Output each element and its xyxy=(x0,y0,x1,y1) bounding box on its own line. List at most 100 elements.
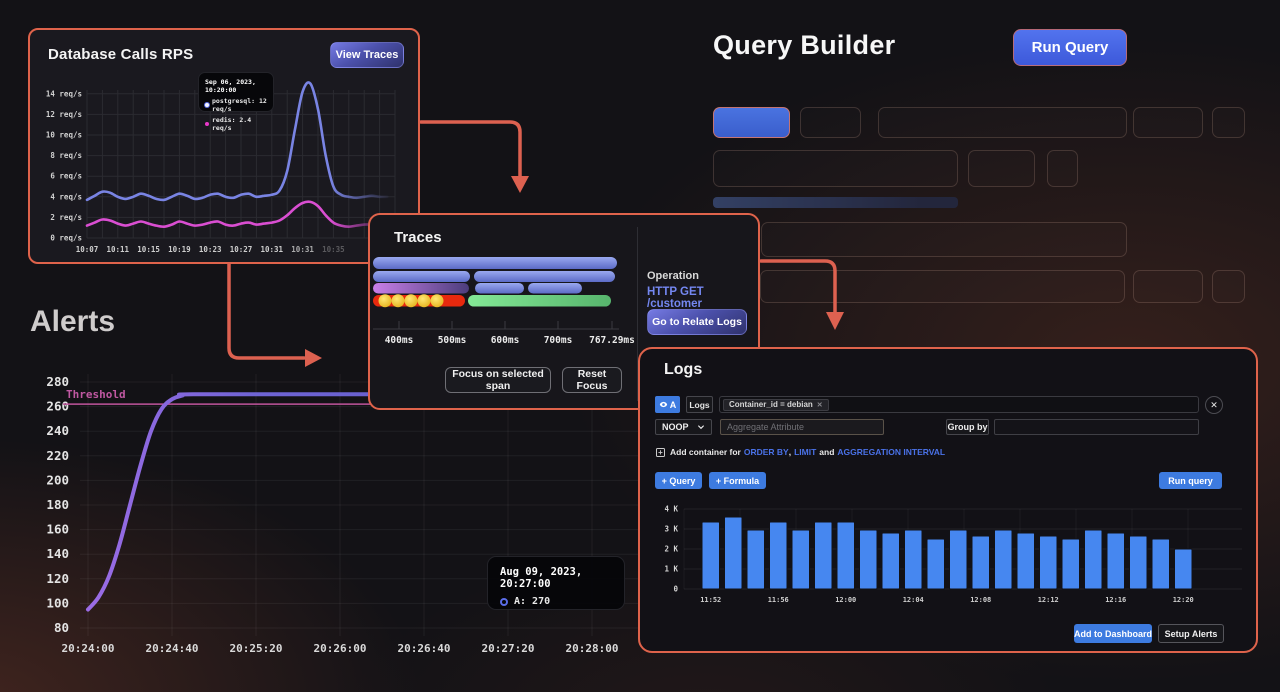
skeleton-progress xyxy=(713,197,958,208)
skeleton-box xyxy=(1047,150,1078,187)
setup-alerts-button[interactable]: Setup Alerts xyxy=(1158,624,1224,643)
log-count-bar[interactable] xyxy=(971,535,990,590)
trace-event-dot[interactable] xyxy=(391,294,405,308)
tick-label: 100 xyxy=(46,595,69,610)
rps-chart: 14 req/s 12 req/s 10 req/s 8 req/s 6 req/s 4 … xyxy=(46,81,396,254)
add-container-row[interactable]: + Add container for ORDER BY, LIMIT and … xyxy=(656,447,945,457)
skeleton-box xyxy=(761,222,1127,257)
tick-label: 10:07 xyxy=(76,245,99,254)
tick-label: 11:52 xyxy=(700,596,721,604)
rps-tooltip: Sep 06, 2023, 10:20:00 postgresql: 12 re… xyxy=(198,72,274,132)
logs-filter-input[interactable]: Container_id = debian ✕ xyxy=(719,396,1199,413)
tick-label: 20:28:00 xyxy=(566,642,619,655)
add-container-text: Add container for xyxy=(670,447,741,457)
tooltip-row-redis: redis: 2.4 req/s xyxy=(212,116,252,132)
skeleton-box xyxy=(1212,270,1245,303)
add-to-dashboard-button[interactable]: Add to Dashboard xyxy=(1074,624,1152,643)
view-traces-button[interactable]: View Traces xyxy=(330,42,404,68)
redis-dot-icon xyxy=(205,122,209,126)
aggregate-attribute-input[interactable] xyxy=(720,419,884,435)
log-count-bar[interactable] xyxy=(926,538,945,590)
log-count-bar[interactable] xyxy=(1016,532,1035,590)
trace-span-purple[interactable] xyxy=(373,283,469,294)
add-query-button[interactable]: + Query xyxy=(655,472,702,489)
trace-span-blue[interactable] xyxy=(528,283,582,294)
operation-value: HTTP GET /customer xyxy=(647,286,704,310)
tick-label: 12 req/s xyxy=(46,110,82,119)
focus-selected-span-button[interactable]: Focus on selected span xyxy=(445,367,551,393)
log-count-bar[interactable] xyxy=(769,521,788,590)
noop-select-value: NOOP xyxy=(662,422,689,432)
limit-link[interactable]: LIMIT xyxy=(794,447,817,457)
log-count-bar[interactable] xyxy=(1039,535,1058,590)
tick-label: 3 K xyxy=(664,525,678,534)
log-count-bar[interactable] xyxy=(904,529,923,590)
go-to-relate-logs-button[interactable]: Go to Relate Logs xyxy=(647,309,747,335)
tick-label: 400ms xyxy=(385,335,414,346)
tick-label: 2 req/s xyxy=(50,213,82,222)
tick-label: 10:11 xyxy=(107,245,130,254)
reset-focus-button[interactable]: Reset Focus xyxy=(562,367,622,393)
logs-source-button[interactable]: Logs xyxy=(686,396,713,413)
tick-label: 10 req/s xyxy=(46,131,82,140)
log-count-bar[interactable] xyxy=(701,521,720,590)
log-count-bar[interactable] xyxy=(836,521,855,590)
run-query-small-button[interactable]: Run query xyxy=(1159,472,1222,489)
tick-label: 10:31 xyxy=(291,245,314,254)
log-count-bar[interactable] xyxy=(881,532,900,590)
log-count-bar[interactable] xyxy=(814,521,833,590)
run-query-button[interactable]: Run Query xyxy=(1013,29,1127,66)
log-count-bar[interactable] xyxy=(791,529,810,590)
order-by-link[interactable]: ORDER BY xyxy=(743,447,789,457)
trace-span-blue[interactable] xyxy=(474,271,615,282)
trace-event-dot[interactable] xyxy=(378,294,392,308)
log-count-bar[interactable] xyxy=(746,529,765,590)
tick-label: 14 req/s xyxy=(46,89,82,98)
tick-label: 12:12 xyxy=(1038,596,1059,604)
log-count-bar[interactable] xyxy=(994,529,1013,590)
log-count-bar[interactable] xyxy=(859,529,878,590)
tick-label: 12:04 xyxy=(903,596,924,604)
log-count-bar[interactable] xyxy=(1151,538,1170,590)
traces-span-chart[interactable]: 400ms 500ms 600ms 700ms 767.29ms xyxy=(371,253,761,361)
add-container-plus-icon[interactable]: + xyxy=(656,447,665,457)
log-count-bar[interactable] xyxy=(724,516,743,590)
trace-span-blue[interactable] xyxy=(373,257,617,269)
tooltip-timestamp: Aug 09, 2023, 20:27:00 xyxy=(500,566,583,590)
log-count-bar[interactable] xyxy=(949,529,968,590)
log-count-bar[interactable] xyxy=(1106,532,1125,590)
tooltip-series-value: A: 270 xyxy=(514,596,551,607)
trace-event-dot[interactable] xyxy=(430,294,444,308)
tick-label: 20:24:00 xyxy=(62,642,115,655)
skeleton-box xyxy=(1212,107,1245,138)
logs-bar-chart: 4 K 3 K 2 K 1 K 0 11:52 11:56 12:00 12:04 12:08 12… xyxy=(664,505,1242,604)
add-formula-button[interactable]: + Formula xyxy=(709,472,766,489)
noop-select[interactable]: NOOP xyxy=(655,419,712,435)
group-by-input[interactable] xyxy=(994,419,1199,435)
trace-event-dot[interactable] xyxy=(404,294,418,308)
log-count-bar[interactable] xyxy=(1084,529,1103,590)
trace-event-dot[interactable] xyxy=(417,294,431,308)
aggregation-interval-link[interactable]: AGGREGATION INTERVAL xyxy=(837,447,946,457)
tick-label: 10:27 xyxy=(230,245,253,254)
skeleton-box-active[interactable] xyxy=(713,107,790,138)
alerts-chart: 280 260 240 220 200 180 160 140 120 100 80 20:24:00… xyxy=(46,374,657,655)
trace-span-blue[interactable] xyxy=(475,283,524,294)
trace-span-blue[interactable] xyxy=(373,271,470,282)
database-calls-rps-panel: Database Calls RPS View Traces 14 req/s 1… xyxy=(28,28,420,264)
tick-label: 700ms xyxy=(544,335,573,346)
skeleton-box xyxy=(800,107,861,138)
query-a-chip[interactable]: A xyxy=(655,396,680,413)
series-ring-icon xyxy=(500,597,508,606)
trace-span-green[interactable] xyxy=(468,295,611,307)
logs-panel-title: Logs xyxy=(664,361,703,378)
logs-panel: Logs A Logs Container_id = debian ✕ ✕ NO… xyxy=(638,347,1258,653)
tick-label: 120 xyxy=(46,571,69,586)
tag-close-icon[interactable]: ✕ xyxy=(816,401,823,409)
log-count-bar[interactable] xyxy=(1129,535,1148,590)
close-icon[interactable]: ✕ xyxy=(1205,396,1223,414)
filter-tag[interactable]: Container_id = debian ✕ xyxy=(723,398,829,411)
tick-label: 140 xyxy=(46,546,69,561)
log-count-bar[interactable] xyxy=(1174,548,1193,590)
log-count-bar[interactable] xyxy=(1061,538,1080,590)
